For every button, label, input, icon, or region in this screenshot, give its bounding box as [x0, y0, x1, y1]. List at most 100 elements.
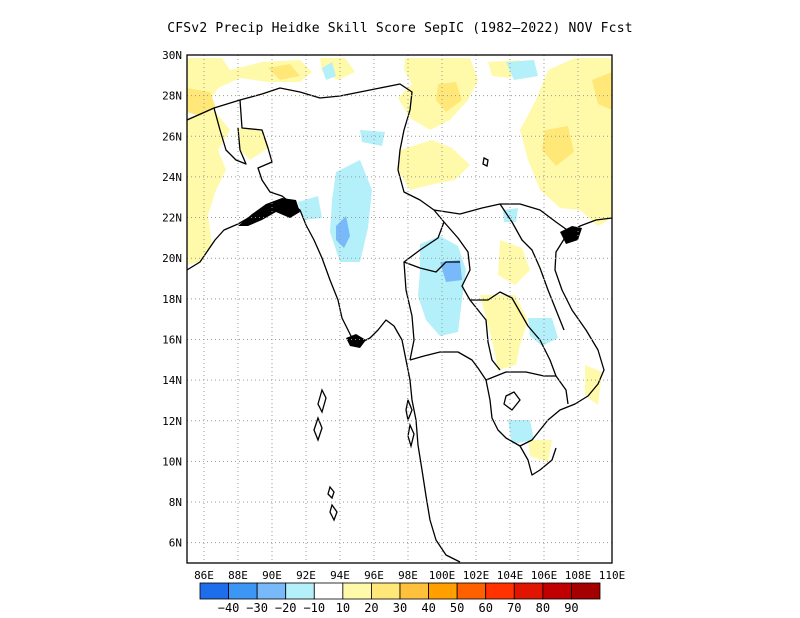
skill-region	[187, 110, 230, 265]
colorbar-bin	[342, 582, 372, 600]
colorbar-bin	[399, 582, 429, 600]
island	[407, 422, 415, 449]
colorbar-bin	[485, 582, 515, 600]
colorbar-label: −30	[246, 601, 268, 615]
irrawaddy-delta	[346, 334, 366, 348]
colorbar-label: −40	[218, 601, 240, 615]
skill-region	[436, 82, 462, 112]
lon-tick-label: 110E	[599, 569, 626, 582]
lat-tick-label: 22N	[162, 212, 182, 225]
island	[313, 416, 323, 442]
skill-region	[238, 128, 268, 160]
latitude-axis: 6N 8N 10N 12N 14N 16N 18N 20N 22N 24N 26N 28N 30N	[162, 49, 182, 550]
island	[317, 388, 327, 414]
ganges-delta	[238, 198, 300, 226]
island	[327, 485, 335, 500]
colorbar-bin	[313, 582, 344, 600]
lat-tick-label: 16N	[162, 333, 182, 346]
island-layer	[313, 157, 489, 522]
lon-tick-label: 102E	[463, 569, 490, 582]
lake	[503, 391, 521, 411]
lon-tick-label: 90E	[262, 569, 282, 582]
colorbar	[199, 582, 601, 600]
island	[405, 397, 413, 423]
lon-tick-label: 108E	[565, 569, 592, 582]
island	[482, 157, 489, 167]
skill-region	[268, 64, 300, 80]
country-border	[433, 203, 581, 233]
colorbar-label: 30	[393, 601, 407, 615]
country-border	[403, 261, 460, 273]
skill-region	[508, 420, 534, 444]
colorbar-bin	[542, 582, 572, 600]
delta-coastline-layer	[238, 198, 582, 348]
skill-region	[298, 196, 322, 220]
colorbar-label: 20	[364, 601, 378, 615]
country-border	[213, 107, 247, 165]
lat-tick-label: 14N	[162, 374, 182, 387]
lon-tick-label: 92E	[296, 569, 316, 582]
lat-tick-label: 12N	[162, 415, 182, 428]
map-frame	[186, 54, 613, 564]
colorbar-label: 80	[536, 601, 550, 615]
lon-tick-label: 88E	[228, 569, 248, 582]
colorbar-label: 10	[336, 601, 350, 615]
colorbar-bin	[571, 582, 601, 600]
country-border	[239, 99, 293, 205]
skill-region	[360, 130, 385, 146]
lat-tick-label: 10N	[162, 455, 182, 468]
skill-field-layer	[187, 58, 612, 462]
lat-tick-label: 28N	[162, 90, 182, 103]
colorbar-label: 60	[478, 601, 492, 615]
skill-region	[322, 62, 336, 80]
country-border	[499, 203, 565, 331]
lat-tick-label: 26N	[162, 130, 182, 143]
coastline	[187, 223, 239, 271]
lon-tick-label: 96E	[364, 569, 384, 582]
country-border	[187, 83, 413, 171]
coastline	[409, 217, 612, 447]
colorbar-label: 40	[421, 601, 435, 615]
colorbar-label: −20	[275, 601, 297, 615]
colorbar-bin	[428, 582, 458, 600]
lon-tick-label: 106E	[531, 569, 558, 582]
colorbar-bin	[228, 582, 258, 600]
colorbar-bin	[456, 582, 487, 600]
colorbar-label: 90	[564, 601, 578, 615]
colorbar-bin	[256, 582, 287, 600]
skill-region	[480, 295, 528, 370]
colorbar-labels: −40 −30 −20 −10 10 20 30 40 50 60 70 80 90	[218, 601, 579, 615]
lon-tick-label: 98E	[398, 569, 418, 582]
gridlines	[187, 55, 612, 563]
lat-tick-label: 24N	[162, 171, 182, 184]
country-border	[469, 299, 501, 371]
skill-region	[187, 88, 216, 116]
colorbar-label: −10	[303, 601, 325, 615]
lon-tick-label: 104E	[497, 569, 524, 582]
colorbar-bin	[371, 582, 401, 600]
skill-region	[498, 240, 530, 285]
country-border	[443, 221, 557, 377]
gulf-of-tonkin-coast	[560, 226, 582, 244]
lat-tick-label: 18N	[162, 293, 182, 306]
lon-tick-label: 86E	[194, 569, 214, 582]
coastline	[519, 445, 557, 476]
colorbar-bin	[199, 582, 229, 600]
country-border	[485, 371, 569, 405]
longitude-axis: 86E 88E 90E 92E 94E 96E 98E 100E 102E 104E 106E 108…	[194, 569, 625, 582]
lon-tick-label: 100E	[429, 569, 456, 582]
island	[329, 503, 338, 522]
lon-tick-label: 94E	[330, 569, 350, 582]
lat-tick-label: 6N	[169, 537, 182, 550]
colorbar-label: 50	[450, 601, 464, 615]
country-border	[397, 169, 445, 361]
skill-region	[398, 140, 470, 190]
skill-region	[506, 60, 538, 80]
colorbar-label: 70	[507, 601, 521, 615]
skill-region	[528, 440, 552, 462]
colorbar-bin	[285, 582, 315, 600]
skill-region	[330, 160, 372, 262]
skill-region	[542, 126, 574, 166]
lat-tick-label: 30N	[162, 49, 182, 62]
